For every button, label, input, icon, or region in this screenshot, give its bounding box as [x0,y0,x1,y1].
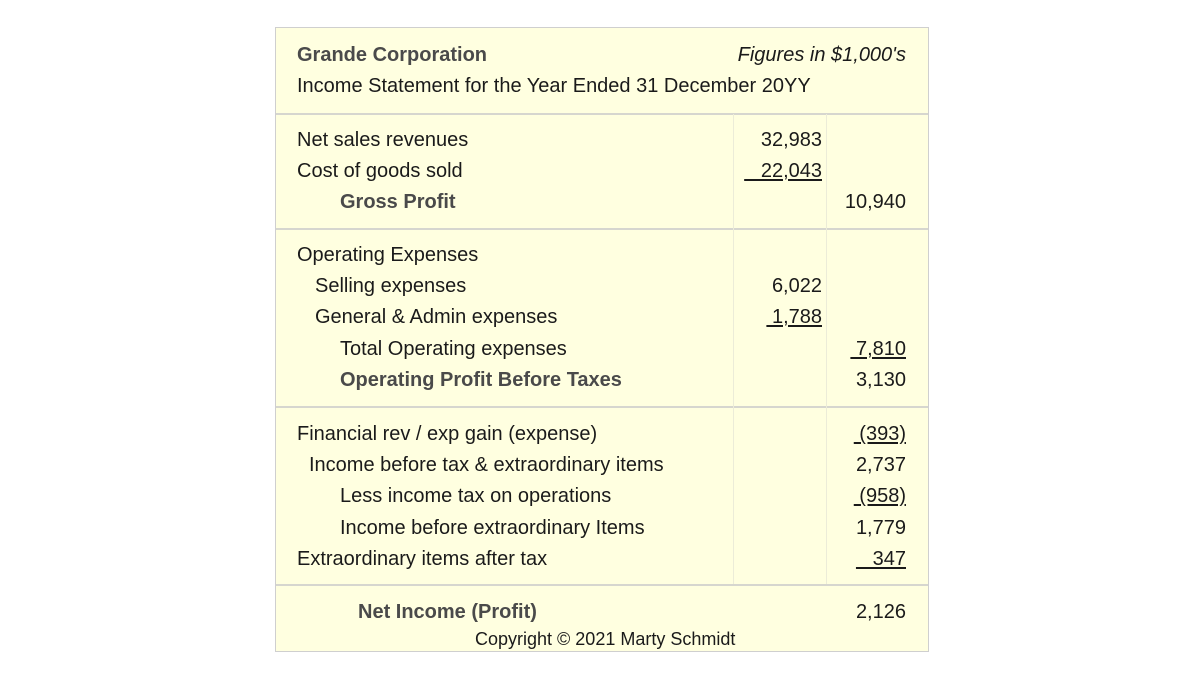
income-before-extraordinary-value: 1,779 [855,517,906,539]
operating-profit-value: 3,130 [855,369,906,391]
copyright-notice: Copyright © 2021 Marty Schmidt [475,629,736,649]
extraordinary-items-label: Extraordinary items after tax [297,548,548,570]
income-tax-label: Less income tax on operations [340,485,612,507]
operating-profit-label: Operating Profit Before Taxes [340,369,622,391]
separator-line [276,228,928,230]
selling-expenses-label: Selling expenses [315,275,467,297]
units-note: Figures in $1,000's [737,44,906,66]
financial-rev-value: (393) [853,423,906,445]
net-income-label: Net Income (Profit) [358,601,537,623]
cogs-value: 22,043 [744,160,822,182]
operating-expenses-heading: Operating Expenses [297,244,479,266]
income-before-tax-label: Income before tax & extraordinary items [309,454,664,476]
gross-profit-value: 10,940 [844,191,906,213]
separator-line [276,406,928,408]
income-before-extraordinary-label: Income before extraordinary Items [340,517,645,539]
net-income-value: 2,126 [855,601,906,623]
separator-line [276,584,928,586]
company-name: Grande Corporation [297,44,488,66]
income-tax-value: (958) [853,485,906,507]
separator-line [276,113,928,115]
gross-profit-label: Gross Profit [340,191,456,213]
financial-rev-label: Financial rev / exp gain (expense) [297,423,598,445]
statement-title: Income Statement for the Year Ended 31 D… [297,75,811,97]
total-operating-label: Total Operating expenses [340,338,567,360]
income-statement-panel: Grande Corporation Figures in $1,000's I… [275,27,929,652]
income-before-tax-value: 2,737 [855,454,906,476]
net-sales-value: 32,983 [760,129,822,151]
general-admin-value: 1,788 [766,306,822,328]
total-operating-value: 7,810 [850,338,906,360]
column-divider [733,114,734,584]
selling-expenses-value: 6,022 [771,275,822,297]
cogs-label: Cost of goods sold [297,160,463,182]
general-admin-label: General & Admin expenses [315,306,558,328]
net-sales-label: Net sales revenues [297,129,469,151]
extraordinary-items-value: 347 [855,548,906,570]
column-divider [826,114,827,584]
